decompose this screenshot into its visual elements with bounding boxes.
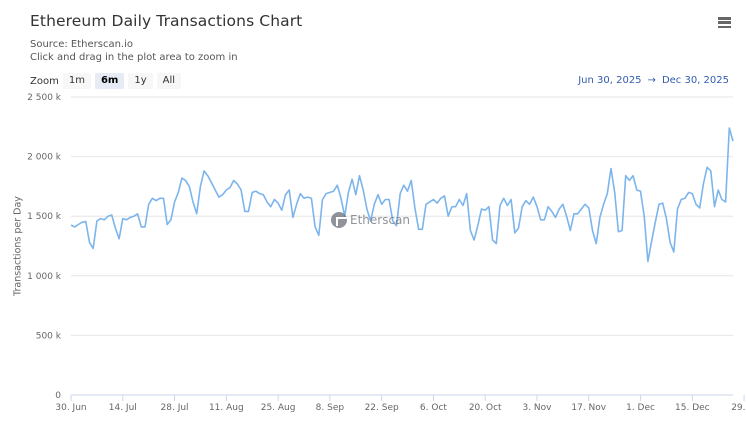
svg-text:29. ...: 29. ... [731, 403, 746, 413]
svg-text:2 000 k: 2 000 k [27, 153, 62, 163]
source-text: Source: Etherscan.io [30, 39, 133, 50]
chart-title: Ethereum Daily Transactions Chart [30, 12, 303, 30]
zoom-hint-text: Click and drag in the plot area to zoom … [30, 52, 238, 63]
svg-text:25. Aug: 25. Aug [261, 403, 296, 413]
svg-text:500 k: 500 k [36, 331, 62, 341]
svg-text:1 000 k: 1 000 k [27, 272, 62, 282]
svg-text:28. Jul: 28. Jul [161, 403, 189, 413]
svg-text:6. Oct: 6. Oct [420, 403, 447, 413]
range-selector: Zoom 1m 6m 1y All [30, 73, 185, 89]
svg-text:17. Nov: 17. Nov [571, 403, 606, 413]
svg-text:0: 0 [55, 391, 61, 401]
svg-text:2 500 k: 2 500 k [27, 93, 62, 103]
etherscan-watermark: Etherscan [331, 212, 410, 228]
svg-text:30. Jun: 30. Jun [55, 403, 86, 413]
zoom-all-button[interactable]: All [156, 73, 182, 89]
zoom-6m-button[interactable]: 6m [94, 73, 125, 89]
y-axis-labels: 0 500 k 1 000 k 1 500 k 2 000 k 2 500 k [27, 93, 62, 401]
x-axis: 30. Jun 14. Jul 28. Jul 11. Aug 25. Aug 8. Se… [55, 394, 746, 413]
svg-text:1. Dec: 1. Dec [626, 403, 655, 413]
svg-text:11. Aug: 11. Aug [209, 403, 244, 413]
range-from-input[interactable]: Jun 30, 2025 [578, 75, 642, 86]
zoom-1m-button[interactable]: 1m [62, 73, 91, 89]
watermark-text: Etherscan [350, 213, 411, 227]
zoom-label: Zoom [30, 75, 59, 87]
range-to-input[interactable]: Dec 30, 2025 [661, 75, 729, 86]
svg-text:15. Dec: 15. Dec [675, 403, 710, 413]
svg-text:1 500 k: 1 500 k [27, 212, 62, 222]
svg-text:14. Jul: 14. Jul [109, 403, 137, 413]
svg-text:22. Sep: 22. Sep [365, 403, 399, 413]
svg-text:8. Sep: 8. Sep [316, 403, 345, 413]
date-range: Jun 30, 2025 → Dec 30, 2025 [578, 75, 729, 86]
svg-text:20. Oct: 20. Oct [469, 403, 502, 413]
zoom-1y-button[interactable]: 1y [128, 73, 153, 89]
etherscan-logo-icon [331, 212, 347, 228]
hamburger-menu-icon[interactable] [718, 17, 731, 29]
transactions-line [70, 127, 734, 263]
svg-text:3. Nov: 3. Nov [522, 403, 552, 413]
range-arrow: → [647, 75, 656, 86]
chart-subtitle: Source: Etherscan.io Click and drag in t… [30, 38, 238, 64]
